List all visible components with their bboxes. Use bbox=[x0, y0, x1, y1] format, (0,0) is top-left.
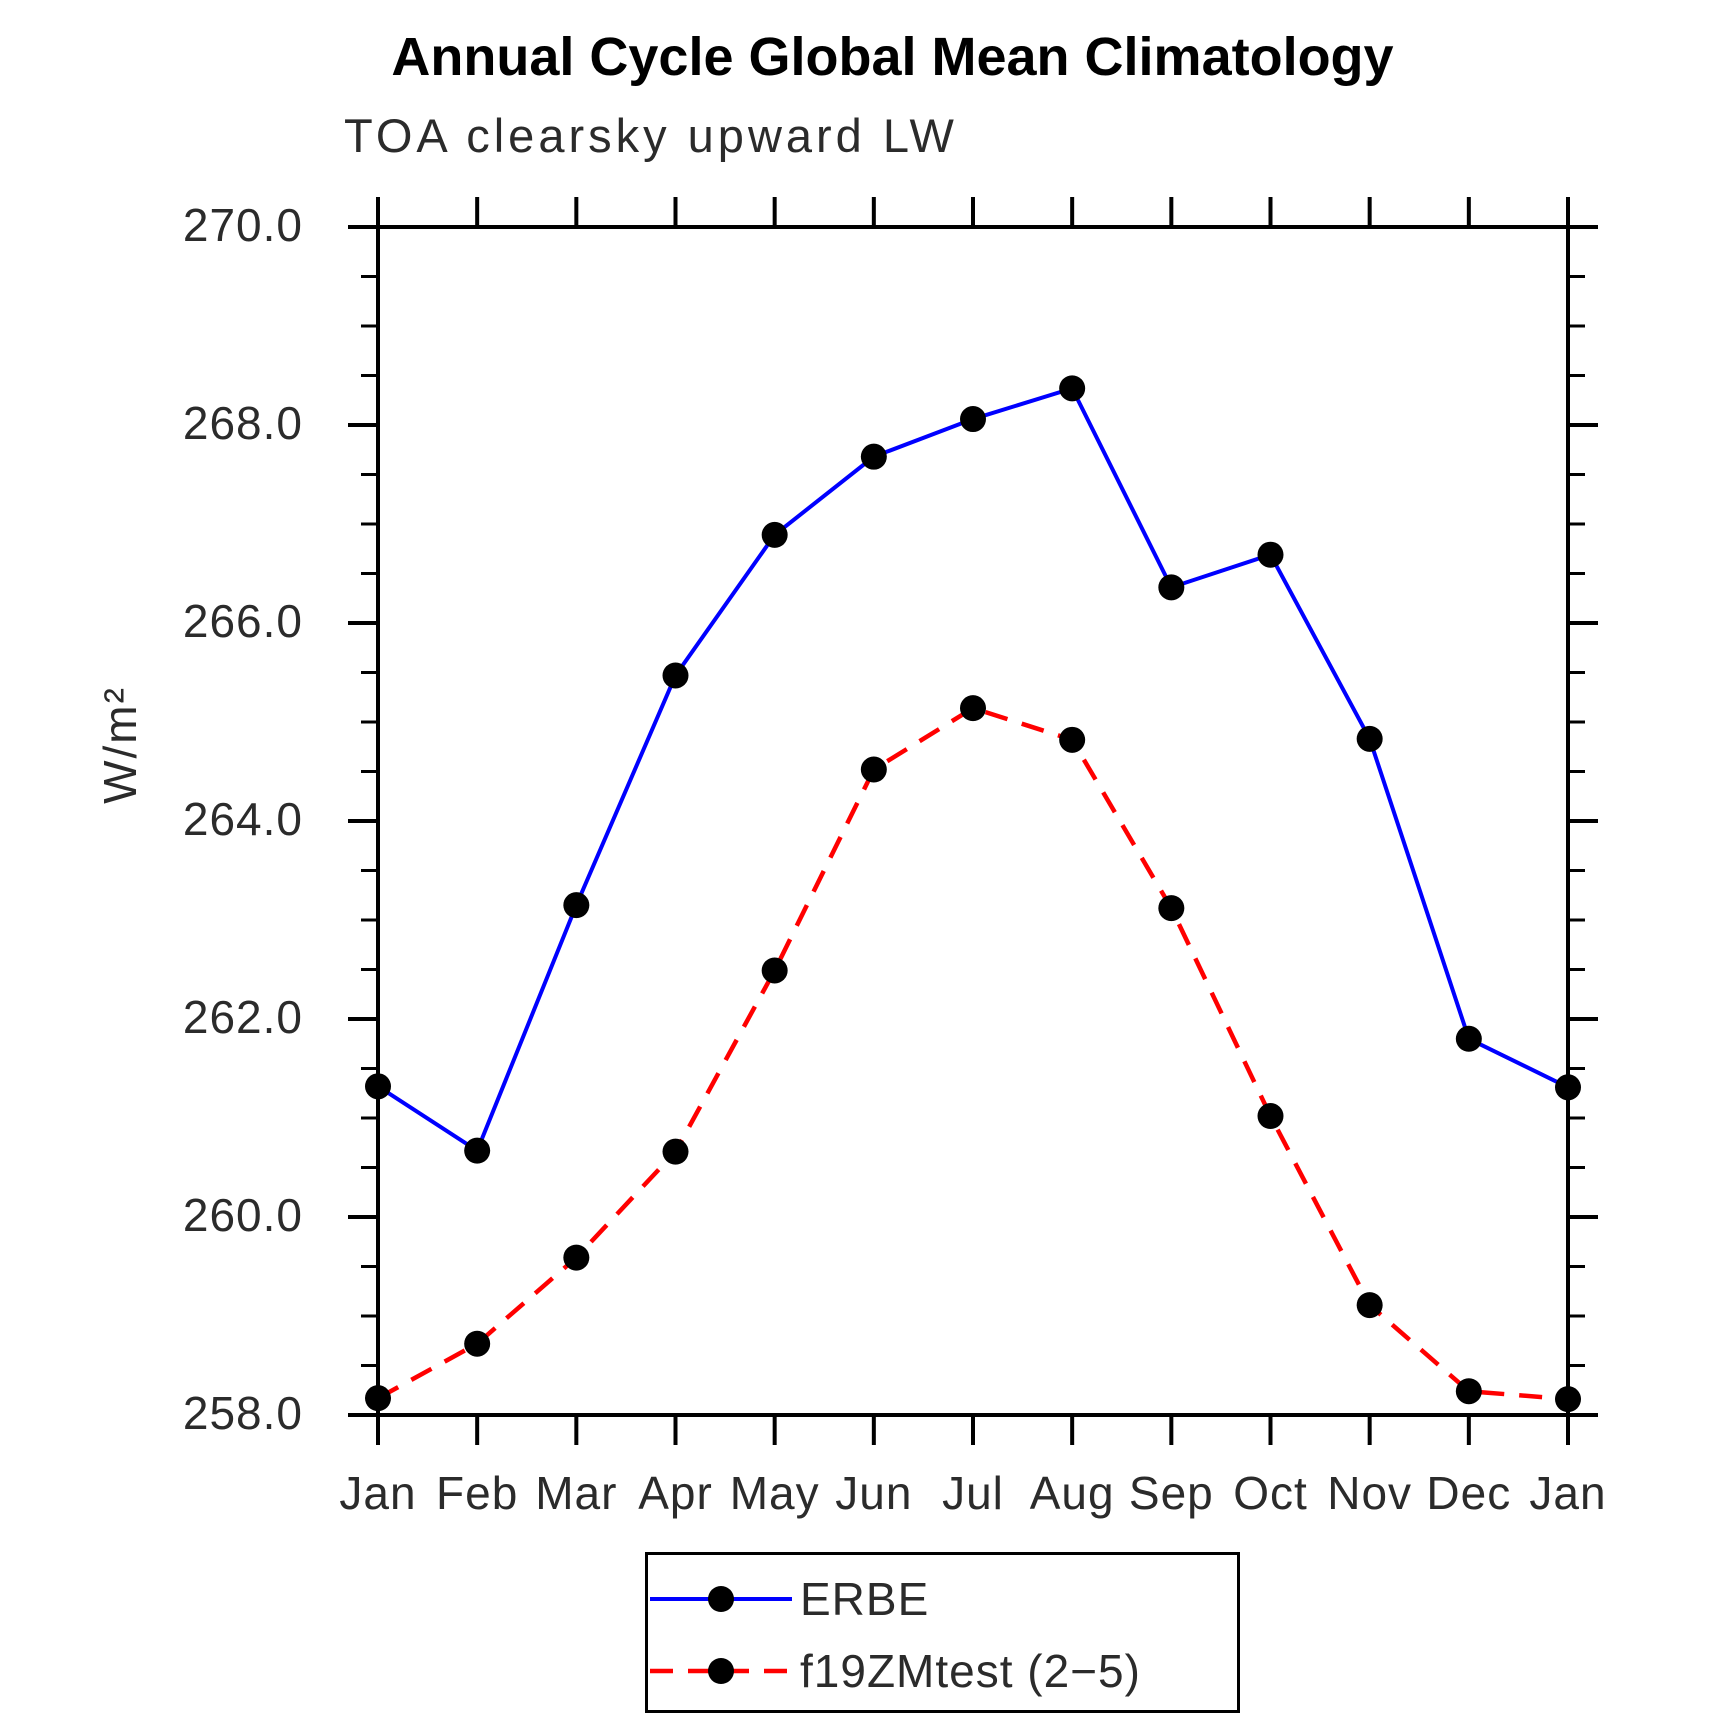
y-tick-label: 260.0 bbox=[182, 1189, 303, 1241]
legend-label-0: ERBE bbox=[800, 1573, 930, 1625]
chart-subtitle: TOA clearsky upward LW bbox=[344, 109, 958, 162]
data-point-1-12 bbox=[1555, 1386, 1581, 1413]
legend-swatch-1 bbox=[650, 1658, 792, 1684]
x-tick-label: Jan bbox=[339, 1467, 417, 1519]
x-tick-label: Jan bbox=[1529, 1467, 1607, 1519]
y-tick-label: 258.0 bbox=[182, 1387, 303, 1439]
legend-box: ERBE f19ZMtest (2−5) bbox=[645, 1552, 1240, 1713]
data-point-0-12 bbox=[1555, 1074, 1581, 1101]
legend-item-1: f19ZMtest (2−5) bbox=[648, 1635, 1237, 1707]
x-tick-label: Feb bbox=[436, 1467, 519, 1519]
data-point-0-2 bbox=[563, 892, 590, 919]
x-tick-label: Oct bbox=[1233, 1467, 1308, 1519]
series-line-1 bbox=[376, 705, 1569, 1402]
x-tick-label: Jun bbox=[835, 1467, 913, 1519]
data-point-1-3 bbox=[662, 1138, 689, 1165]
plot-frame bbox=[376, 225, 1570, 1417]
data-point-0-1 bbox=[464, 1137, 491, 1164]
data-point-1-5 bbox=[860, 756, 887, 783]
x-tick-label: Apr bbox=[638, 1467, 713, 1519]
legend-item-0: ERBE bbox=[648, 1563, 1237, 1635]
x-tick-label: Sep bbox=[1128, 1467, 1214, 1519]
y-tick-label: 264.0 bbox=[182, 793, 303, 845]
data-point-1-6 bbox=[960, 695, 986, 722]
data-point-1-7 bbox=[1059, 726, 1086, 753]
data-point-0-11 bbox=[1455, 1025, 1482, 1052]
data-point-0-5 bbox=[860, 443, 887, 470]
data-point-1-9 bbox=[1257, 1103, 1284, 1130]
data-point-0-4 bbox=[761, 521, 788, 548]
data-point-0-9 bbox=[1257, 541, 1284, 568]
x-tick-label: Nov bbox=[1327, 1467, 1413, 1519]
data-point-0-10 bbox=[1356, 725, 1383, 752]
x-tick-label: May bbox=[729, 1467, 820, 1519]
data-point-1-2 bbox=[563, 1244, 590, 1271]
legend-swatch-0 bbox=[650, 1586, 792, 1612]
data-point-1-0 bbox=[365, 1385, 391, 1412]
y-tick-label: 268.0 bbox=[182, 397, 303, 449]
data-point-0-6 bbox=[960, 406, 986, 433]
y-tick-label: 262.0 bbox=[182, 991, 303, 1043]
x-tick-label: Jul bbox=[942, 1467, 1004, 1519]
data-point-1-8 bbox=[1158, 895, 1185, 922]
y-tick-label: 266.0 bbox=[182, 595, 303, 647]
data-point-0-7 bbox=[1059, 375, 1086, 402]
data-point-1-11 bbox=[1455, 1378, 1482, 1405]
x-tick-label: Aug bbox=[1029, 1467, 1115, 1519]
data-point-0-3 bbox=[662, 662, 689, 689]
legend-label-1: f19ZMtest (2−5) bbox=[800, 1645, 1141, 1697]
x-tick-label: Dec bbox=[1426, 1467, 1512, 1519]
data-point-1-10 bbox=[1356, 1292, 1383, 1319]
data-point-1-4 bbox=[761, 957, 788, 984]
y-tick-label: 270.0 bbox=[182, 199, 303, 251]
data-point-0-0 bbox=[365, 1073, 391, 1100]
chart-title: Annual Cycle Global Mean Climatology bbox=[391, 27, 1394, 87]
series-line-0 bbox=[376, 385, 1569, 1154]
x-tick-label: Mar bbox=[535, 1467, 618, 1519]
data-point-1-1 bbox=[464, 1330, 491, 1357]
data-point-0-8 bbox=[1158, 574, 1185, 601]
